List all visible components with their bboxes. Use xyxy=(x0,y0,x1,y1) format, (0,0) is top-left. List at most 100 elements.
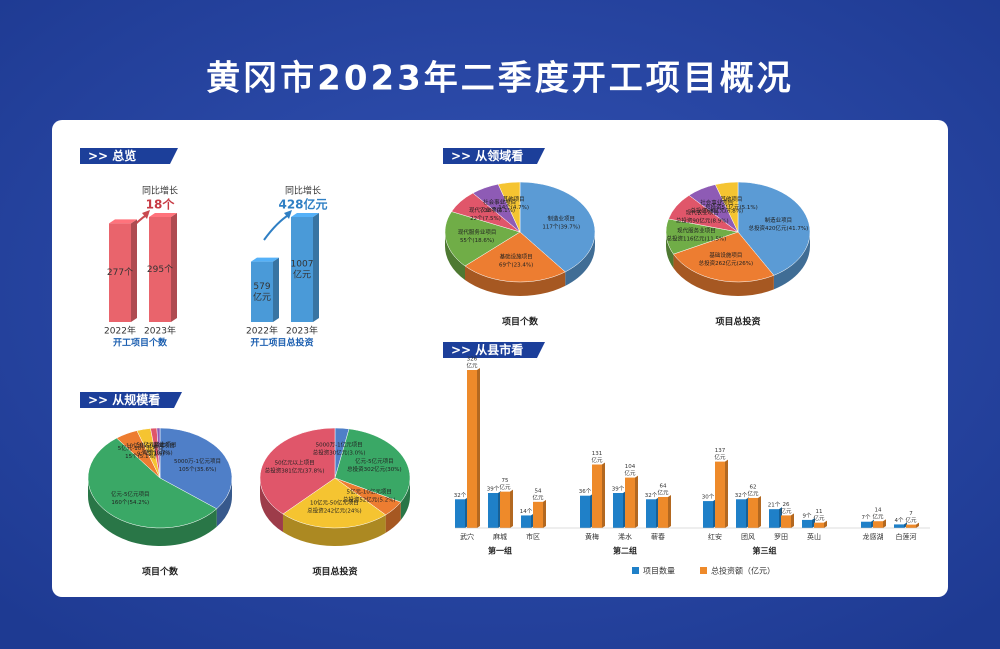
x-tick-label: 2023年 xyxy=(144,325,176,337)
slice-name: 亿元-5亿元项目 xyxy=(355,457,393,465)
bar-side xyxy=(131,219,137,322)
bar-value-label: 64 xyxy=(660,483,667,489)
x-axis-label: 开工项目总投资 xyxy=(250,337,313,349)
slice-name: 50亿元以上项目 xyxy=(275,459,315,467)
section-title: >> 从规模看 xyxy=(88,392,160,407)
annotation: 同比增长 xyxy=(142,185,178,197)
slice-label: 总投资302亿元(30%) xyxy=(347,465,402,473)
bar-value-label: 14 xyxy=(875,508,882,514)
slice-name: 亿元-5亿元项目 xyxy=(111,490,149,498)
bar-side xyxy=(635,475,638,528)
slice-name: 基础设施项目 xyxy=(709,251,742,259)
x-tick-label: 英山 xyxy=(807,532,821,541)
bar-value-label: 14个 xyxy=(520,508,533,515)
slice-label: 2个(0.7%) xyxy=(145,450,172,457)
slice-name: 其他 xyxy=(154,441,166,449)
bar-side xyxy=(791,513,794,528)
slice-label: 160个(54.2%) xyxy=(111,499,149,506)
pie-slice xyxy=(159,427,233,510)
annotation-value: 428亿元 xyxy=(278,197,327,212)
section-title: >> 总览 xyxy=(88,148,136,163)
x-tick-label: 浠水 xyxy=(618,532,632,541)
bar-value-label: 579 xyxy=(253,282,270,292)
section-header: >> 从规模看 xyxy=(80,392,182,408)
pie-side xyxy=(400,478,410,521)
slice-name: 社会事业项目 xyxy=(483,198,516,206)
bar-value-label: 亿元 xyxy=(780,507,792,515)
bar-side xyxy=(824,520,827,528)
pie-slice xyxy=(259,427,336,515)
slice-label: 总投资381亿元(37.8%) xyxy=(265,467,325,475)
group-label: 第二组 xyxy=(613,546,637,556)
pie-slice xyxy=(282,477,387,529)
section-banner xyxy=(80,148,178,164)
pie-side xyxy=(565,232,595,286)
section-header: >> 从领域看 xyxy=(443,148,545,164)
bar-side xyxy=(477,368,480,528)
bar-value-label: 39个 xyxy=(612,486,625,493)
bar xyxy=(580,495,590,528)
slice-name: 制造业项目 xyxy=(765,216,793,224)
bar-value-label: 277个 xyxy=(107,267,133,278)
bar-value-label: 75 xyxy=(502,478,509,484)
pie-side xyxy=(773,232,810,290)
pie-side xyxy=(385,502,401,533)
slice-label: 117个(39.7%) xyxy=(542,223,580,230)
bar xyxy=(109,223,131,322)
x-tick-label: 2023年 xyxy=(286,325,318,337)
annotation-value: 18个 xyxy=(146,197,176,212)
bar-value-label: 亿元 xyxy=(532,493,544,501)
slice-name: 现代服务业项目 xyxy=(677,226,716,234)
bar-top xyxy=(109,219,137,224)
bar-value-label: 39个 xyxy=(487,486,500,493)
bar-value-label: 131 xyxy=(592,451,603,457)
slice-label: 18个(6.1%) xyxy=(484,207,515,214)
pie-slice xyxy=(497,181,521,233)
legend-swatch xyxy=(700,567,707,574)
bar-value-label: 36个 xyxy=(579,488,592,495)
bar-side xyxy=(904,522,907,528)
slice-name: 5000万-1亿元项目 xyxy=(316,441,363,449)
bar-top xyxy=(291,213,319,217)
growth-arrow-head xyxy=(284,210,292,219)
bar-side xyxy=(883,519,886,528)
slice-name: 50亿元以上项目 xyxy=(136,441,176,449)
slice-label: 总投资52亿元(5.2%) xyxy=(343,495,396,503)
legend-label: 项目数量 xyxy=(643,566,675,576)
slice-name: 现代农业项目 xyxy=(469,206,502,214)
bar xyxy=(873,521,883,528)
bar-value-label: 30个 xyxy=(702,494,715,501)
bar xyxy=(521,515,531,528)
pie-side xyxy=(216,478,232,527)
bar-value-label: 9个 xyxy=(803,512,812,519)
pie-caption: 项目总投资 xyxy=(715,316,760,328)
section-banner xyxy=(443,342,545,358)
bar xyxy=(814,522,824,528)
slice-label: 总投资68亿元(6.8%) xyxy=(690,207,743,215)
bar-side xyxy=(725,459,728,528)
bar-side xyxy=(273,257,279,322)
section-banner xyxy=(80,392,182,408)
bar-value-label: 54 xyxy=(535,488,542,494)
slice-label: 15个(5.1%) xyxy=(125,453,156,460)
bar xyxy=(658,496,668,528)
slice-label: 22个(7.5%) xyxy=(470,215,501,222)
slice-label: 总投资51亿元(5.1%) xyxy=(705,203,758,211)
bar-side xyxy=(758,495,761,528)
bar-top xyxy=(251,257,279,262)
bar-value-label: 亿元 xyxy=(905,516,917,524)
bar-value-label: 亿元 xyxy=(813,514,825,522)
growth-arrow-head xyxy=(142,210,150,219)
slice-name: 10亿元-50亿元项目 xyxy=(126,441,175,449)
bar-value-label: 26 xyxy=(783,502,790,508)
x-tick-label: 红安 xyxy=(708,532,722,541)
section-title: >> 从领域看 xyxy=(451,148,523,163)
bar-value-label: 104 xyxy=(625,464,636,470)
pie-slice xyxy=(737,181,811,276)
pie-side xyxy=(465,265,566,296)
bar xyxy=(467,370,477,528)
bar-side xyxy=(543,499,546,528)
bar-value-label: 32个 xyxy=(735,492,748,499)
section-title: >> 从县市看 xyxy=(451,342,523,357)
